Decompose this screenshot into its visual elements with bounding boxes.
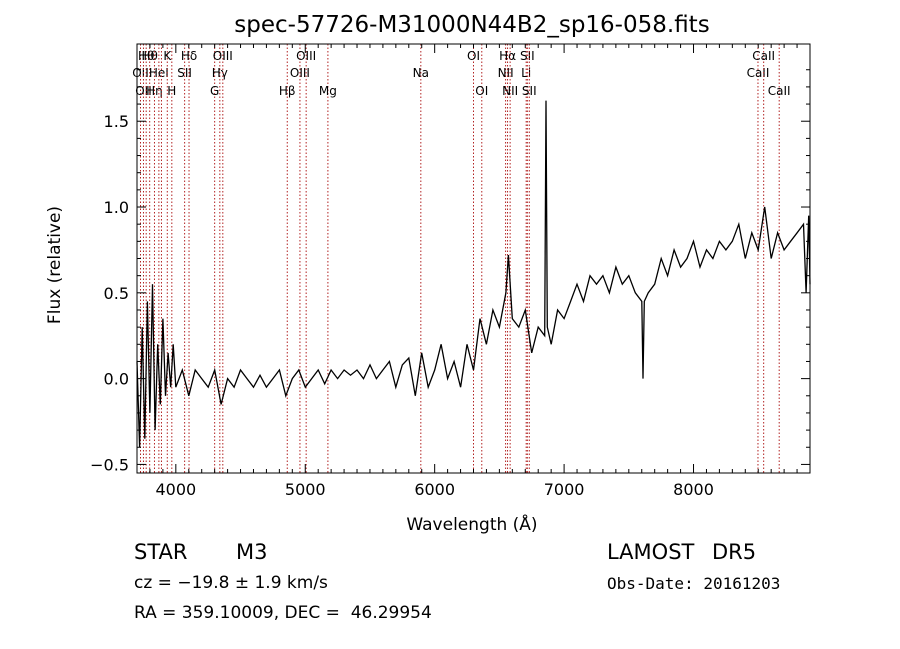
spectral-line-label: SII xyxy=(177,66,192,80)
spectral-line-label: K xyxy=(163,49,172,63)
spectral-line-label: Hβ xyxy=(279,84,296,98)
y-tick-label: 1.5 xyxy=(104,112,129,131)
spectrum-chart: spec-57726-M31000N44B2_sp16-058.fits OII… xyxy=(45,12,811,535)
x-axis-label: Wavelength (Å) xyxy=(406,513,537,535)
coordinates: RA = 359.10009, DEC = 46.29954 xyxy=(134,603,432,623)
spectral-line-markers: OIIOIIHθHθHηHeIKHSIIHδGHγOIIIHβOIIIOIIIM… xyxy=(132,44,791,473)
observation-date: Obs-Date: 20161203 xyxy=(607,574,781,593)
x-tick-label: 7000 xyxy=(544,480,585,499)
spectral-line-label: Hθ xyxy=(141,49,157,63)
x-tick-label: 8000 xyxy=(673,480,714,499)
y-tick-label: 0.5 xyxy=(104,284,129,303)
spectral-line-label: CaII xyxy=(768,84,791,98)
y-tick-label: 1.0 xyxy=(104,198,129,217)
spectral-line-label: H xyxy=(167,84,176,98)
spectral-line-label: OI xyxy=(467,49,480,63)
spectral-line-label: Hδ xyxy=(181,49,197,63)
spectral-line-label: HeI xyxy=(149,66,169,80)
y-axis-label: Flux (relative) xyxy=(45,206,65,324)
object-class: STAR xyxy=(134,540,188,564)
spectral-line-label: CaII xyxy=(747,66,770,80)
spectral-line-label: Hα xyxy=(499,49,516,63)
spectral-line-label: OI xyxy=(475,84,488,98)
spectral-line-label: Hγ xyxy=(212,66,228,80)
spectral-line-label: NII xyxy=(502,84,518,98)
spectral-line-label: NII xyxy=(498,66,514,80)
x-tick-label: 5000 xyxy=(285,480,326,499)
y-tick-label: 0.0 xyxy=(104,370,129,389)
spectral-line-label: Na xyxy=(413,66,429,80)
spectral-line-label: G xyxy=(210,84,219,98)
spectral-line-label: Li xyxy=(521,66,531,80)
y-tick-label: −0.5 xyxy=(90,455,129,474)
object-subclass: M3 xyxy=(236,540,268,564)
spectral-line-label: OIII xyxy=(296,49,316,63)
spectral-line-label: SII xyxy=(520,49,535,63)
spectral-line-label: SII xyxy=(522,84,537,98)
x-tick-label: 4000 xyxy=(155,480,196,499)
x-tick-label: 6000 xyxy=(414,480,455,499)
spectral-line-label: Mg xyxy=(319,84,337,98)
spectral-line-label: OIII xyxy=(213,49,233,63)
spectral-line-label: CaII xyxy=(752,49,775,63)
survey-name: LAMOST xyxy=(607,540,695,564)
redshift-velocity: cz = −19.8 ± 1.9 km/s xyxy=(134,573,328,593)
spectral-line-label: Hθ xyxy=(138,49,154,63)
spectral-line-label: Hη xyxy=(146,84,163,98)
axis-ticks: 4000 5000 6000 7000 8000 −0.5 0.0 0.5 1.0 1.5 xyxy=(90,44,811,499)
chart-title: spec-57726-M31000N44B2_sp16-058.fits xyxy=(234,12,709,38)
spectrum-line xyxy=(136,100,811,448)
spectral-line-label: OIII xyxy=(290,66,310,80)
data-release: DR5 xyxy=(712,540,757,564)
spectral-line-label: OII xyxy=(132,66,149,80)
spectral-line-label: OII xyxy=(135,84,152,98)
